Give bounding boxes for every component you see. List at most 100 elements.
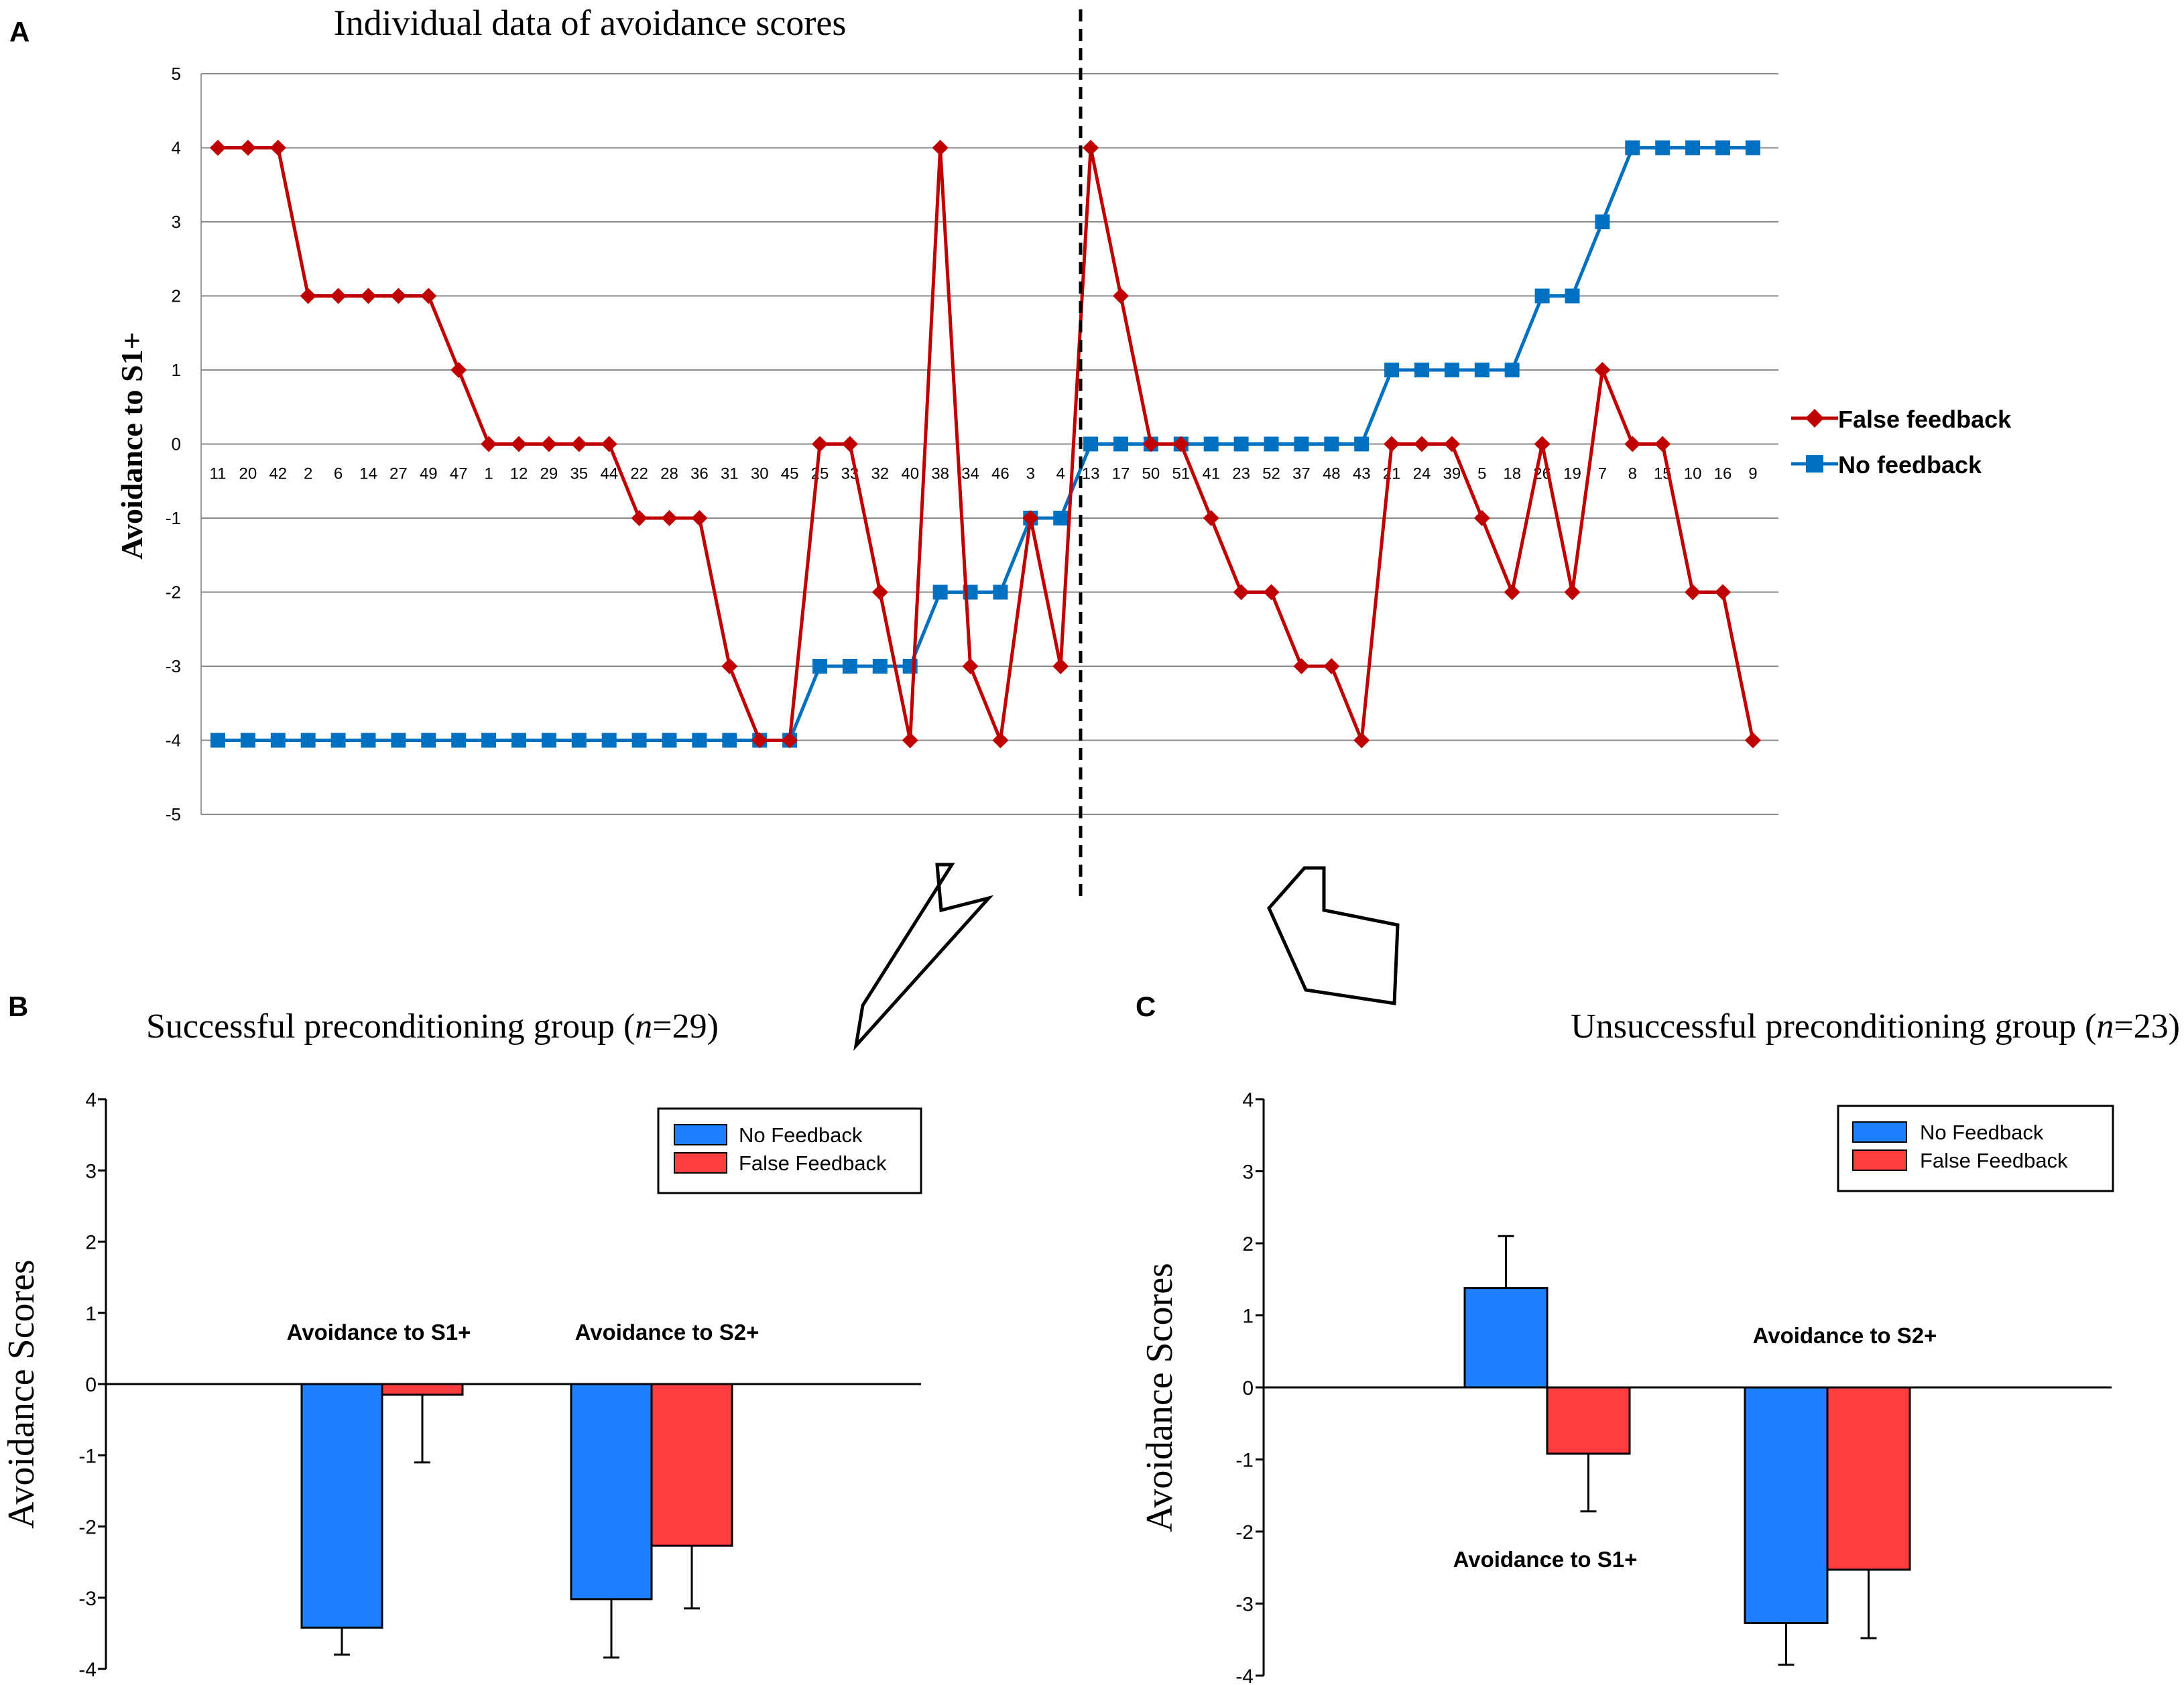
panel-a-y-tick-label: -2 bbox=[166, 582, 181, 603]
false-feedback-point bbox=[1504, 584, 1520, 601]
panel-a-legend: False feedback No feedback bbox=[1791, 405, 2012, 479]
no-feedback-point bbox=[601, 733, 617, 748]
no-feedback-bar bbox=[300, 1383, 383, 1629]
false-feedback-point bbox=[1353, 732, 1370, 749]
false-feedback-point bbox=[239, 139, 256, 156]
panel-a-x-tick-label: 52 bbox=[1262, 465, 1280, 483]
no-feedback-point bbox=[571, 733, 587, 748]
no-feedback-point bbox=[1595, 214, 1610, 229]
panel-a-x-tick-label: 21 bbox=[1383, 465, 1401, 483]
panel-a-x-ticks: 11 20 42 2 6 14 27 49 47 1 12 29 35 44 22 28 36 31 30 45 25 3… bbox=[210, 465, 1758, 483]
panel_b-y-tick-label: -2 bbox=[78, 1517, 97, 1539]
false-feedback-point bbox=[360, 288, 377, 304]
panel-a-title: Individual data of avoidance scores bbox=[334, 3, 847, 43]
panel-a-y-axis-label: Avoidance to S1+ bbox=[115, 332, 149, 560]
false-feedback-point bbox=[721, 658, 738, 674]
false-feedback-point bbox=[1384, 436, 1400, 452]
false-feedback-point bbox=[1534, 436, 1551, 452]
false-feedback-point bbox=[1715, 584, 1731, 601]
false-feedback-point bbox=[1142, 436, 1159, 452]
panel-c-axes: 4 3 2 1 0 -1 -2 -3 -4 bbox=[1235, 1089, 2112, 1685]
panel-a-x-tick-label: 28 bbox=[660, 465, 678, 483]
false-feedback-point bbox=[871, 584, 888, 601]
panel-a-x-tick-label: 18 bbox=[1503, 465, 1521, 483]
panel-a-x-tick-label: 38 bbox=[931, 465, 949, 483]
panel-a-x-tick-label: 8 bbox=[1628, 465, 1637, 483]
no-feedback-line bbox=[218, 146, 1753, 742]
no-feedback-point bbox=[1324, 436, 1339, 452]
panel-a-x-tick-label: 23 bbox=[1232, 465, 1250, 483]
panel-a-y-tick-label: 4 bbox=[172, 138, 181, 158]
no-feedback-bar bbox=[1744, 1386, 1829, 1625]
panel_c-y-tick-label: -4 bbox=[1235, 1666, 1254, 1685]
panel-b-category-label-s1: Avoidance to S1+ bbox=[287, 1320, 471, 1345]
no-feedback-point bbox=[662, 733, 677, 748]
false-feedback-point bbox=[1744, 732, 1761, 749]
panel-a-x-tick-label: 3 bbox=[1026, 465, 1035, 483]
panel-a-x-tick-label: 31 bbox=[721, 465, 739, 483]
panel-a-y-tick-label: -5 bbox=[166, 804, 181, 824]
panel-a-letter: A bbox=[9, 16, 29, 48]
false-feedback-point bbox=[1443, 436, 1460, 452]
panel-a-x-tick-label: 27 bbox=[389, 465, 408, 483]
legend-item-false-feedback: False feedback bbox=[1791, 405, 2012, 433]
false-feedback-point bbox=[1233, 584, 1250, 601]
false-feedback-point bbox=[1564, 584, 1581, 601]
false-feedback-point bbox=[1473, 510, 1490, 526]
panel-a-x-tick-label: 1 bbox=[484, 465, 493, 483]
panel-a-x-tick-label: 39 bbox=[1443, 465, 1461, 483]
panel-a-x-tick-label: 7 bbox=[1598, 465, 1607, 483]
panel-a-x-tick-label: 2 bbox=[304, 465, 312, 483]
panel-c-bars bbox=[1463, 1235, 1911, 1666]
no-feedback-point bbox=[481, 733, 497, 748]
panel-b-legend-false-feedback-swatch bbox=[674, 1152, 727, 1174]
panel-a-x-tick-label: 17 bbox=[1112, 465, 1130, 483]
false-feedback-point bbox=[1052, 658, 1069, 674]
false-feedback-point bbox=[1083, 139, 1099, 156]
legend-no-feedback-marker bbox=[1806, 455, 1823, 473]
false-feedback-point bbox=[450, 362, 467, 378]
panel-c-legend-false-feedback-label: False Feedback bbox=[1920, 1149, 2068, 1172]
no-feedback-point bbox=[421, 733, 436, 748]
no-feedback-point bbox=[1444, 363, 1459, 377]
panel-a-x-tick-label: 41 bbox=[1202, 465, 1220, 483]
panel-a-x-tick-label: 50 bbox=[1142, 465, 1160, 483]
panel-b-legend-box bbox=[657, 1107, 922, 1194]
panel-a-x-tick-label: 5 bbox=[1477, 465, 1486, 483]
panel-a-x-tick-label: 34 bbox=[961, 465, 979, 483]
no-feedback-point bbox=[391, 733, 406, 748]
false-feedback-point bbox=[992, 732, 1009, 749]
panel-c-legend: No Feedback False Feedback bbox=[1837, 1105, 2114, 1192]
legend-item-no-feedback: No feedback bbox=[1791, 451, 1982, 479]
no-feedback-point bbox=[541, 733, 556, 748]
panel-a-x-tick-label: 35 bbox=[570, 465, 588, 483]
false-feedback-bar bbox=[1546, 1386, 1631, 1455]
panel-c-category-label-s1: Avoidance to S1+ bbox=[1453, 1547, 1638, 1572]
panel-a-x-tick-label: 25 bbox=[811, 465, 829, 483]
panel-a-y-tick-label: 5 bbox=[172, 64, 181, 84]
panel-c-legend-no-feedback-label: No Feedback bbox=[1920, 1121, 2044, 1144]
panel_c-y-tick-label: -1 bbox=[1235, 1450, 1254, 1472]
panel-b-letter: B bbox=[8, 991, 28, 1022]
false-feedback-bar bbox=[650, 1383, 733, 1547]
false-feedback-point bbox=[330, 288, 347, 304]
false-feedback-point bbox=[1323, 658, 1340, 674]
panel-a-x-tick-label: 22 bbox=[630, 465, 648, 483]
panel-a-y-tick-label: 3 bbox=[172, 212, 181, 232]
panel-a-y-tick-label: 0 bbox=[172, 434, 181, 454]
panel_c-y-tick-label: -2 bbox=[1235, 1521, 1254, 1544]
no-feedback-point bbox=[361, 733, 376, 748]
arrows bbox=[853, 863, 1400, 1052]
no-feedback-point bbox=[1625, 140, 1640, 155]
false-feedback-point bbox=[631, 510, 648, 526]
no-feedback-point bbox=[1354, 436, 1370, 452]
panel-a-x-tick-label: 12 bbox=[510, 465, 528, 483]
no-feedback-bar bbox=[570, 1383, 653, 1601]
panel-b-legend-no-feedback-swatch bbox=[674, 1124, 727, 1145]
panel-c-category-label-s2: Avoidance to S2+ bbox=[1753, 1323, 1937, 1348]
no-feedback-point bbox=[1053, 511, 1069, 525]
panel-a-x-tick-label: 37 bbox=[1292, 465, 1311, 483]
panel_b-y-tick-label: -1 bbox=[78, 1445, 97, 1467]
false-feedback-bar bbox=[381, 1383, 464, 1396]
no-feedback-point bbox=[270, 733, 286, 748]
